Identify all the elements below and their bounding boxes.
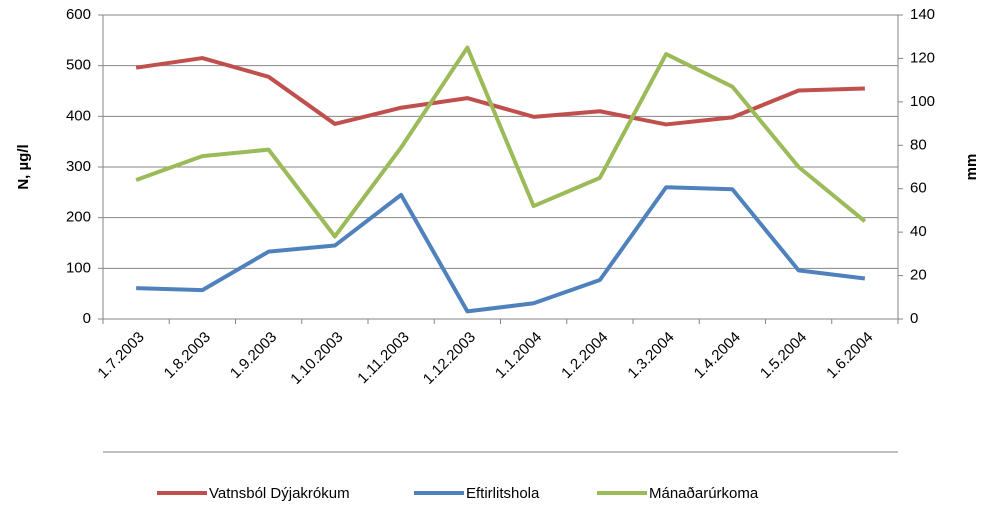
legend-label: Mánaðarúrkoma <box>649 485 759 502</box>
x-tick-label: 1.12.2003 <box>420 329 479 388</box>
legend-label: Vatnsból Dýjakrókum <box>209 485 350 502</box>
series-line <box>135 45 867 239</box>
y2-tick-label: 140 <box>910 6 935 23</box>
y-axis-title: N, µg/l <box>15 144 32 189</box>
x-tick-label: 1.6.2004 <box>823 329 876 382</box>
x-tick-label: 1.9.2003 <box>227 329 280 382</box>
y2-tick-label: 80 <box>910 136 927 153</box>
x-tick-label: 1.5.2004 <box>757 329 810 382</box>
y2-tick-label: 60 <box>910 180 927 197</box>
x-tick-label: 1.7.2003 <box>94 329 147 382</box>
x-tick-label: 1.11.2003 <box>354 329 412 387</box>
series-line <box>135 56 865 127</box>
x-tick-label: 1.3.2004 <box>624 329 677 382</box>
y2-tick-label: 40 <box>910 223 927 240</box>
y-tick-label: 0 <box>83 310 91 327</box>
y2-tick-label: 0 <box>910 310 918 327</box>
y-tick-label: 500 <box>66 57 91 74</box>
series-line <box>136 185 866 314</box>
y2-tick-label: 100 <box>910 93 935 110</box>
x-tick-label: 1.10.2003 <box>287 329 346 388</box>
legend-label: Eftirlitshola <box>466 485 540 502</box>
y2-tick-label: 20 <box>910 267 927 284</box>
x-tick-label: 1.2.2004 <box>558 329 611 382</box>
y-tick-label: 600 <box>66 6 91 23</box>
x-tick-label: 1.8.2003 <box>161 329 214 382</box>
y2-axis-title: mm <box>963 154 980 181</box>
y2-tick-label: 120 <box>910 49 935 66</box>
y-tick-label: 300 <box>66 158 91 175</box>
y-tick-label: 200 <box>66 209 91 226</box>
y-tick-label: 400 <box>66 107 91 124</box>
y-tick-label: 100 <box>66 259 91 276</box>
x-tick-label: 1.1.2004 <box>492 329 545 382</box>
x-tick-label: 1.4.2004 <box>691 329 744 382</box>
